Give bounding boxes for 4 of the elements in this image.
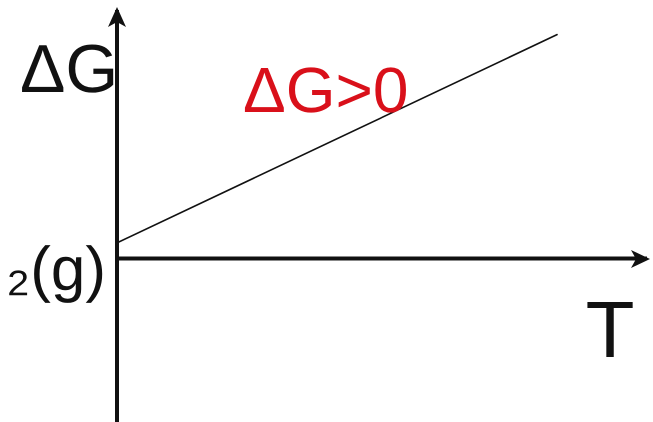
- x-axis-title: T: [586, 285, 634, 374]
- annotation: ΔG>0: [243, 54, 408, 126]
- text: ₂(g): [6, 235, 106, 304]
- y-axis-title: ΔG: [20, 31, 118, 107]
